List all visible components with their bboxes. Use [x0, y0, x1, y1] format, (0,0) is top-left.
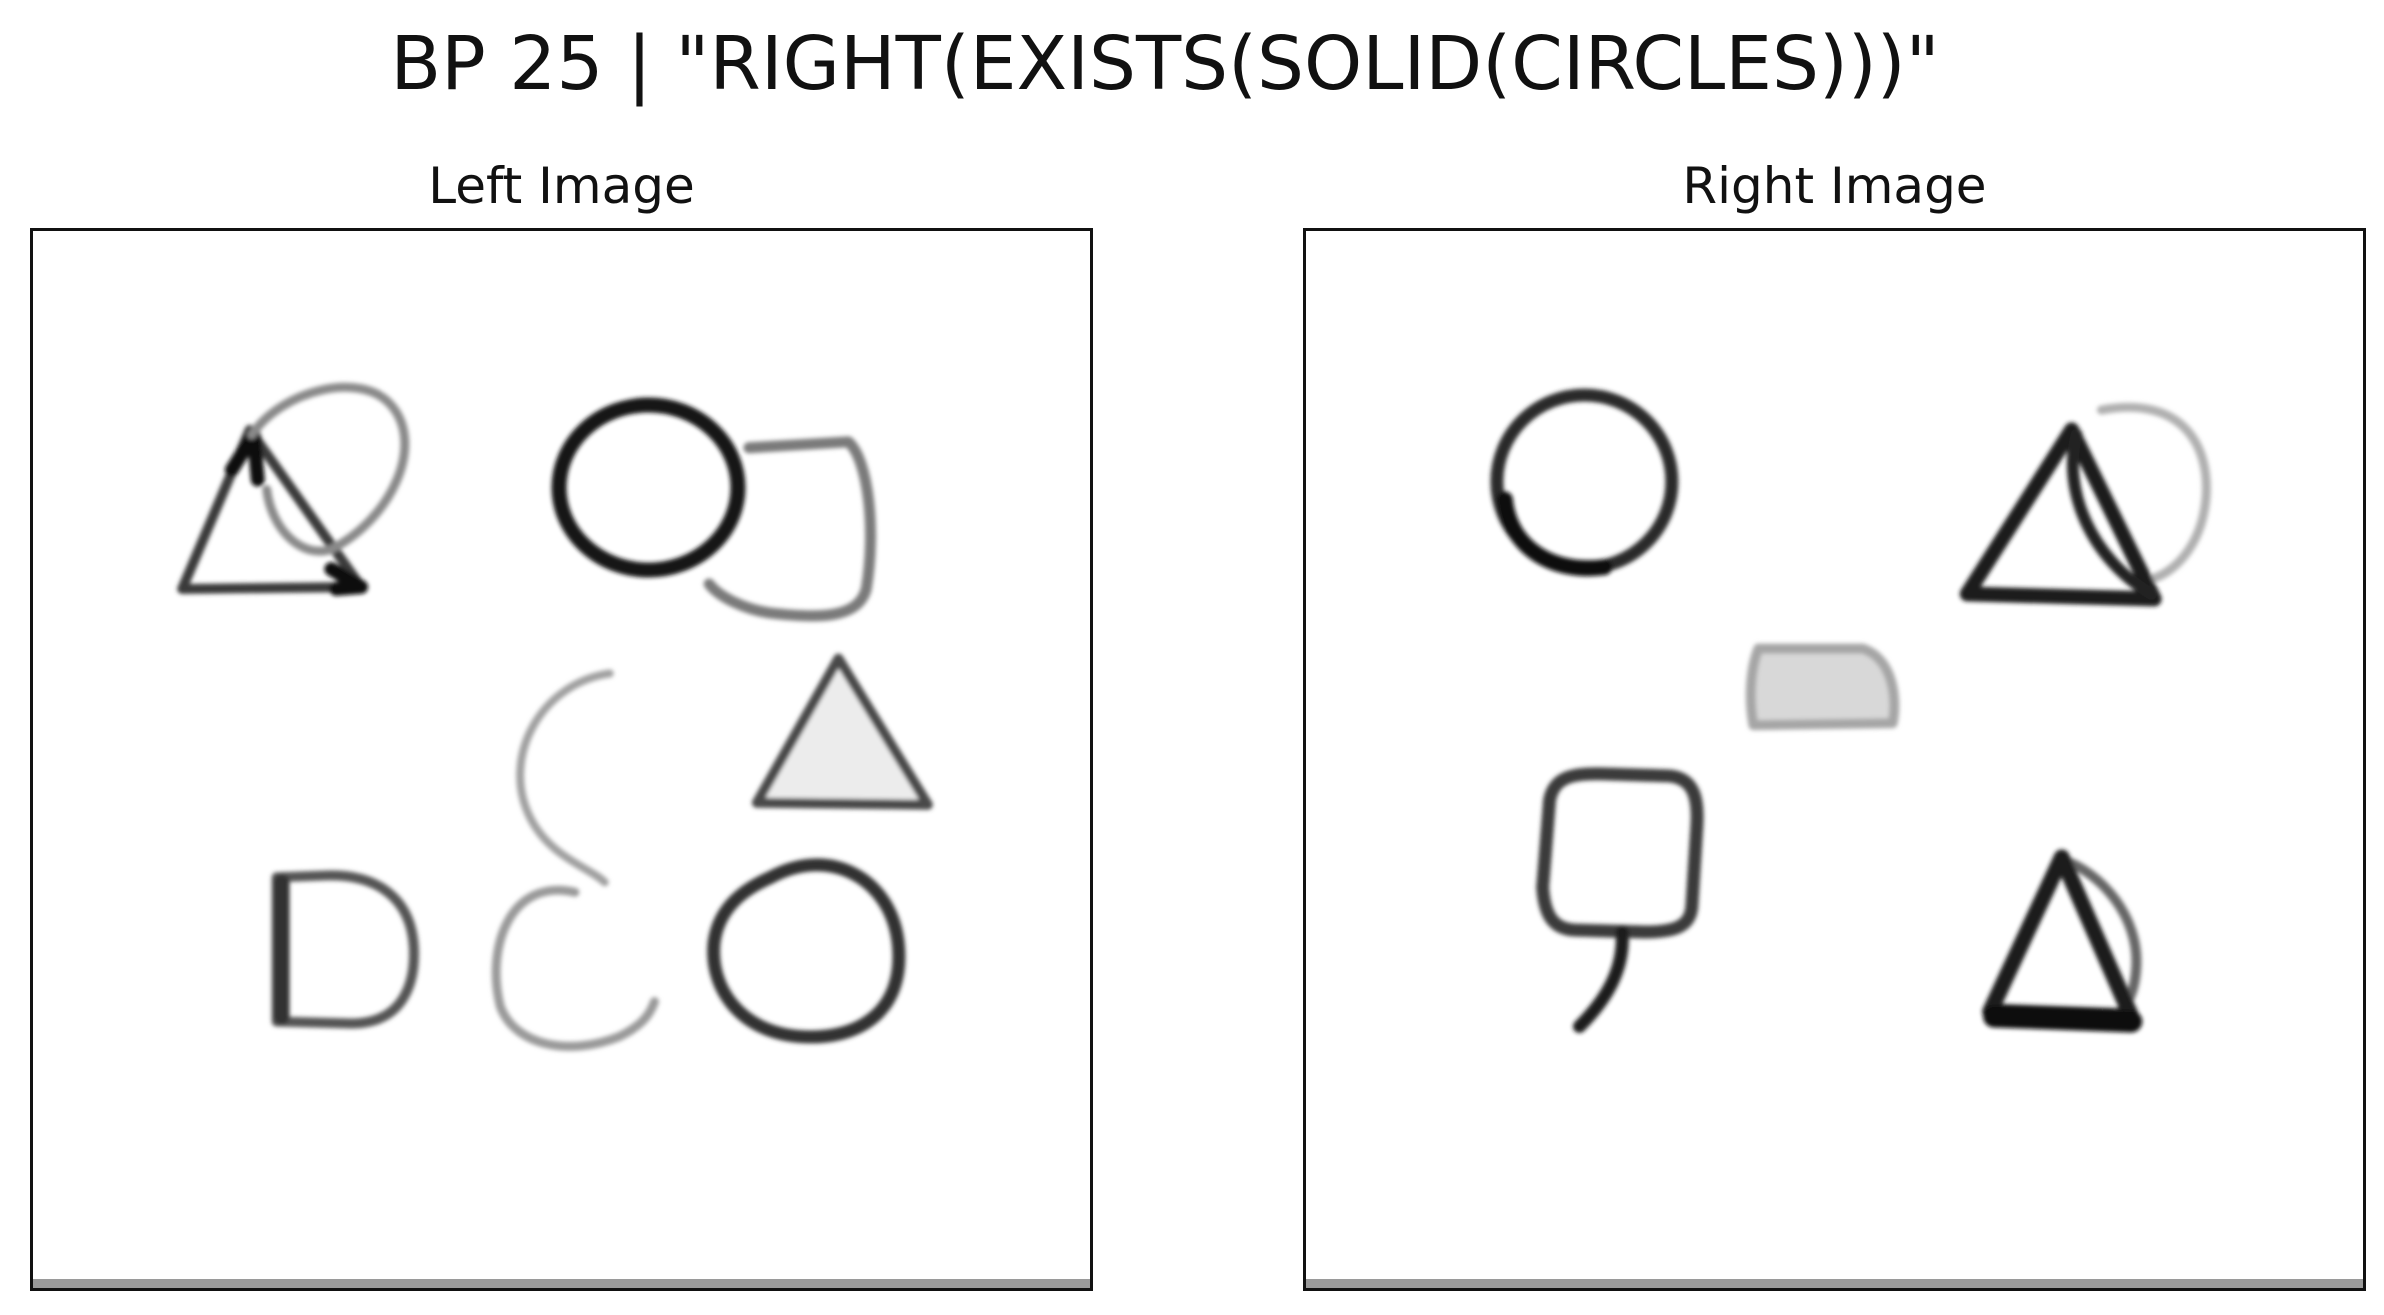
- right-panel-title: Right Image: [1682, 157, 1987, 215]
- right-image-panel: [1303, 228, 2366, 1291]
- right-triangle-2-base: [1983, 1005, 2143, 1033]
- right-image-canvas: [1490, 388, 2211, 1033]
- right-solid-trapezoid: [1745, 643, 1900, 731]
- left-d-shape: [271, 870, 419, 1029]
- left-triangle-1-dark-corner-2: [324, 562, 369, 596]
- left-triangle-1-dark-corner: [224, 427, 265, 487]
- right-rounded-square: [1536, 767, 1704, 939]
- right-circle-1-dark: [1496, 491, 1613, 577]
- right-arc-1: [2097, 402, 2211, 584]
- left-image-panel: [30, 228, 1093, 1291]
- left-arc-1: [247, 382, 410, 556]
- left-panel-bottom-edge: [33, 1279, 1090, 1288]
- left-arc-3: [491, 885, 659, 1051]
- right-triangle-1-inner: [2066, 428, 2158, 600]
- left-triangle-2: [751, 653, 933, 810]
- left-arc-2: [516, 669, 614, 887]
- left-triangle-1: [177, 424, 367, 594]
- right-triangle-2: [1982, 849, 2140, 1025]
- left-bracket: [703, 436, 877, 622]
- right-hook: [1572, 925, 1629, 1033]
- left-image-canvas: [177, 382, 933, 1051]
- left-circle-2: [707, 858, 906, 1044]
- left-panel-title: Left Image: [428, 157, 695, 215]
- right-panel-bottom-edge: [1306, 1279, 2363, 1288]
- right-triangle-1: [1959, 422, 2162, 607]
- figure-title: BP 25 | "RIGHT(EXISTS(SOLID(CIRCLES)))": [390, 21, 1940, 107]
- left-circle-1: [551, 397, 746, 578]
